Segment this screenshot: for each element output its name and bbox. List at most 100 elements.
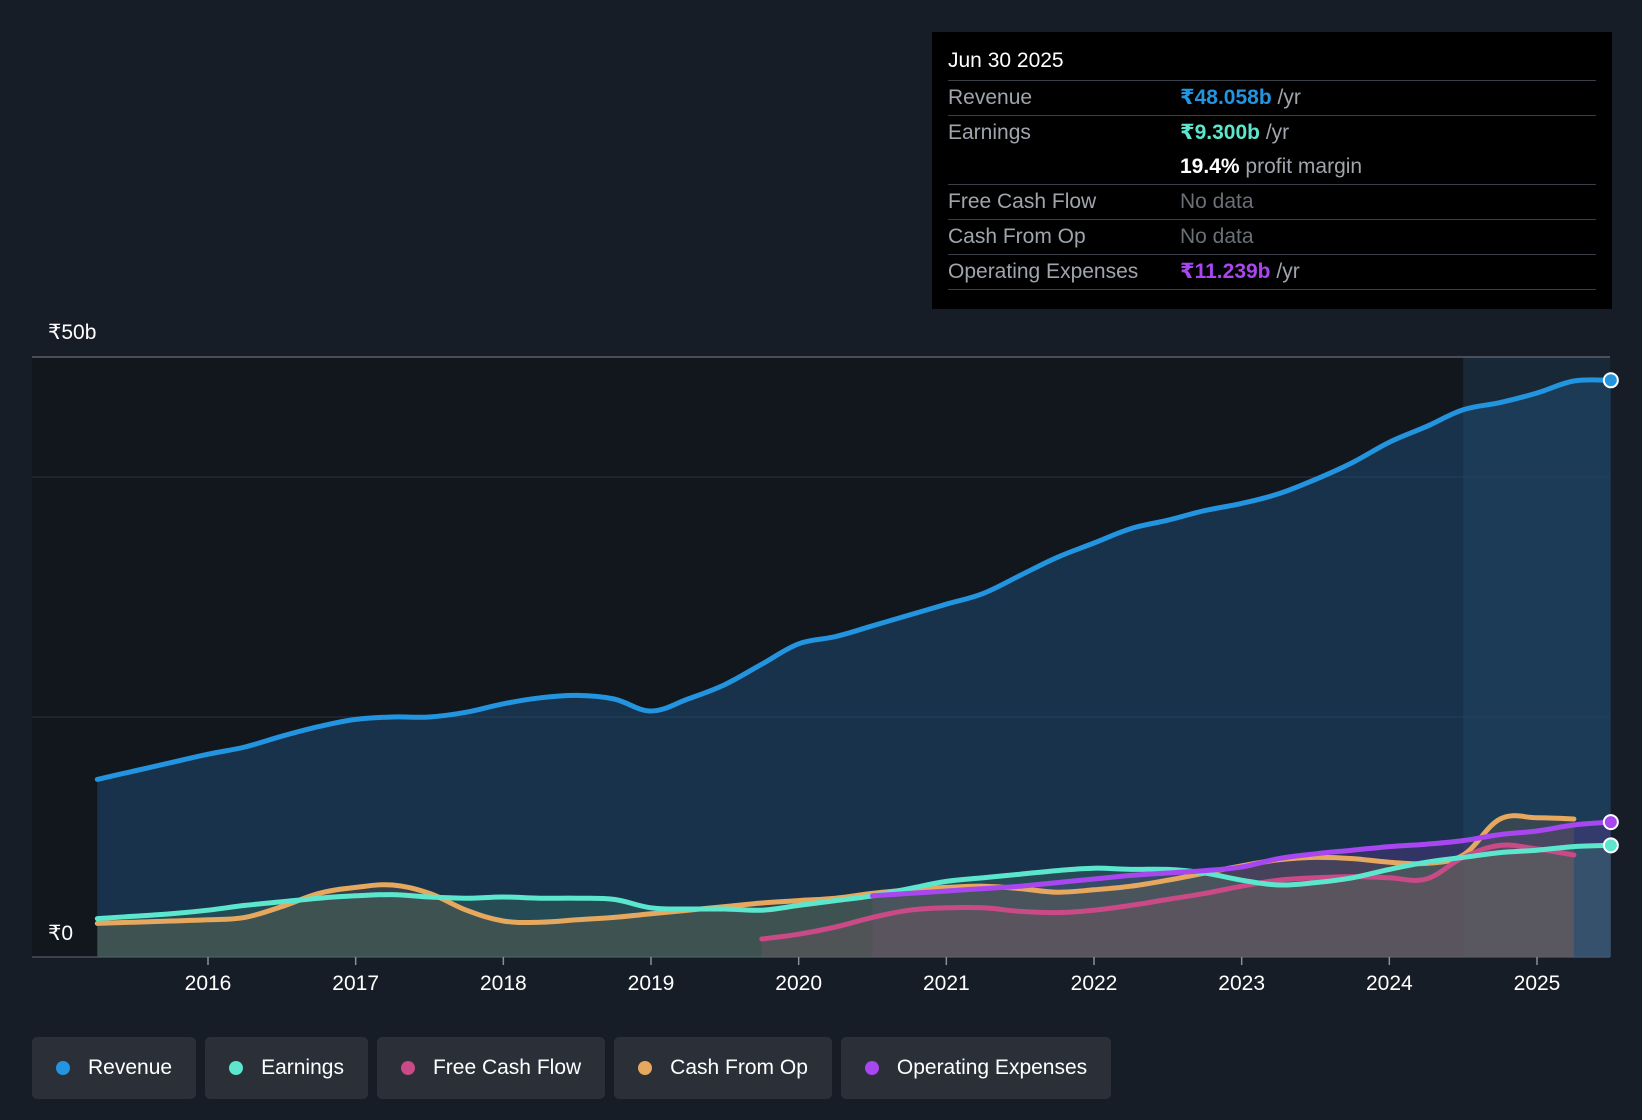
legend-item-cash-from-op[interactable]: Cash From Op (614, 1037, 832, 1099)
data-point-free-cash-flow (1092, 908, 1096, 912)
data-point-earnings (1387, 867, 1391, 871)
data-point-free-cash-flow (1572, 853, 1576, 857)
legend-item-earnings[interactable]: Earnings (205, 1037, 368, 1099)
y-tick-label-zero: ₹0 (48, 922, 74, 945)
tooltip-row-cfo: Cash From Op No data (948, 220, 1596, 255)
data-point-revenue (243, 745, 247, 749)
data-point-revenue (206, 752, 210, 756)
series-line-revenue (94, 377, 1614, 782)
tooltip-opex-value-wrap: ₹11.239b /yr (1180, 255, 1300, 289)
data-point-earnings (834, 899, 838, 903)
legend-item-free-cash-flow[interactable]: Free Cash Flow (376, 1037, 606, 1099)
legend: Revenue Earnings Free Cash Flow Cash Fro… (32, 1037, 1112, 1099)
tooltip-row-revenue: Revenue ₹48.058b /yr (948, 81, 1596, 116)
data-point-cash-from-op (132, 920, 136, 924)
area-revenue (97, 379, 1611, 957)
data-point-cash-from-op (354, 885, 358, 889)
data-point-earnings (95, 917, 99, 921)
data-point-revenue (428, 715, 432, 719)
end-marker-operating-expenses (1602, 814, 1619, 831)
data-point-revenue (464, 710, 468, 714)
data-point-cash-from-op (1129, 884, 1133, 888)
data-point-revenue (1055, 555, 1059, 559)
data-point-earnings (723, 907, 727, 911)
data-point-revenue (944, 602, 948, 606)
data-point-earnings (760, 908, 764, 912)
data-point-earnings (686, 907, 690, 911)
y-tick-label-top: ₹50b (48, 321, 97, 344)
data-point-free-cash-flow (834, 925, 838, 929)
data-point-operating-expenses (1387, 845, 1391, 849)
data-point-earnings (575, 896, 579, 900)
series-line-operating-expenses (870, 819, 1614, 899)
data-point-revenue (1572, 379, 1576, 383)
data-point-cash-from-op (1314, 855, 1318, 859)
tooltip-revenue-label: Revenue (948, 86, 1033, 109)
legend-label-earnings: Earnings (261, 1056, 344, 1079)
data-point-cash-from-op (317, 891, 321, 895)
tooltip-row-fcf: Free Cash Flow No data (948, 185, 1596, 220)
data-point-earnings (169, 912, 173, 916)
legend-dot-icon (864, 1061, 879, 1075)
legend-dot-icon (229, 1061, 244, 1075)
data-point-revenue (649, 709, 653, 713)
tooltip-revenue-value: ₹48.058b (1180, 86, 1272, 109)
x-tick-label: 2023 (1218, 972, 1265, 995)
data-point-cash-from-op (1166, 878, 1170, 882)
data-point-operating-expenses (1277, 857, 1281, 861)
data-point-earnings (981, 876, 985, 880)
tooltip-cfo-value: No data (1180, 225, 1254, 248)
data-point-cash-from-op (243, 915, 247, 919)
legend-item-operating-expenses[interactable]: Operating Expenses (840, 1037, 1112, 1099)
tooltip-opex-label: Operating Expenses (948, 260, 1139, 283)
data-point-cash-from-op (760, 901, 764, 905)
data-point-earnings (1461, 855, 1465, 859)
data-point-revenue (1166, 518, 1170, 522)
data-point-revenue (797, 642, 801, 646)
data-point-revenue (1240, 501, 1244, 505)
tooltip-margin-spacer (948, 150, 1180, 184)
data-point-revenue (1498, 401, 1502, 405)
series-line-earnings (94, 842, 1614, 922)
x-tick-label: 2019 (628, 972, 675, 995)
x-tick-label: 2022 (1071, 972, 1118, 995)
tooltip-earnings-value: ₹9.300b (1180, 121, 1260, 144)
data-point-cash-from-op (464, 908, 468, 912)
data-point-cash-from-op (391, 883, 395, 887)
legend-dot-icon (400, 1061, 415, 1075)
data-point-free-cash-flow (944, 906, 948, 910)
data-point-free-cash-flow (1424, 877, 1428, 881)
data-point-free-cash-flow (907, 908, 911, 912)
tooltip-opex-value: ₹11.239b (1180, 260, 1271, 283)
data-point-revenue (132, 769, 136, 773)
data-point-free-cash-flow (1166, 897, 1170, 901)
data-point-revenue (1018, 573, 1022, 577)
data-point-cash-from-op (1092, 888, 1096, 892)
legend-dot-icon (56, 1061, 70, 1075)
data-point-free-cash-flow (1129, 903, 1133, 907)
x-tick-label: 2018 (480, 972, 527, 995)
data-point-free-cash-flow (1055, 911, 1059, 915)
tooltip-earnings-value-wrap: ₹9.300b /yr (1180, 116, 1289, 150)
x-tick-label: 2021 (923, 972, 970, 995)
tooltip-row-opex: Operating Expenses ₹11.239b /yr (948, 255, 1596, 290)
data-point-revenue (760, 662, 764, 666)
data-point-earnings (1314, 881, 1318, 885)
data-point-revenue (1314, 477, 1318, 481)
data-point-earnings (428, 895, 432, 899)
data-point-free-cash-flow (1018, 909, 1022, 913)
area-operating-expenses (872, 822, 1611, 957)
legend-label-free-cash-flow: Free Cash Flow (432, 1056, 582, 1079)
data-point-earnings (354, 894, 358, 898)
data-point-earnings (1277, 883, 1281, 887)
data-point-revenue (95, 777, 99, 781)
data-point-free-cash-flow (1240, 884, 1244, 888)
data-point-operating-expenses (871, 894, 875, 898)
data-point-revenue (686, 697, 690, 701)
data-point-earnings (501, 895, 505, 899)
legend-item-revenue[interactable]: Revenue (32, 1037, 197, 1099)
data-point-earnings (797, 903, 801, 907)
data-point-cash-from-op (538, 920, 542, 924)
data-point-earnings (206, 908, 210, 912)
end-marker-revenue (1602, 372, 1619, 389)
